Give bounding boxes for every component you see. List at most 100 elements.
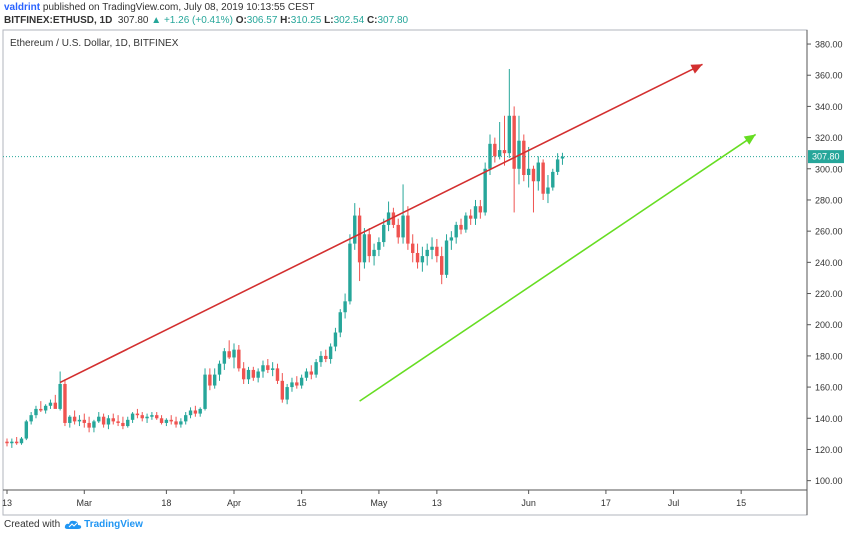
candle-body [101, 416, 106, 425]
candle [121, 416, 125, 430]
candle-body [159, 418, 164, 423]
candle-body [319, 355, 323, 363]
candle [193, 405, 198, 417]
tradingview-logo[interactable]: TradingView [64, 519, 143, 530]
candle [468, 209, 473, 225]
candle [203, 368, 207, 411]
candle-body [130, 413, 135, 420]
last-price-tag [808, 150, 844, 164]
y-tick-label: 280.00 [815, 195, 843, 205]
candle [135, 408, 140, 419]
candle-body [121, 422, 125, 427]
author-link[interactable]: valdrint [4, 2, 41, 13]
candle [324, 349, 328, 363]
candle [507, 68, 512, 158]
candle-body [145, 416, 149, 419]
candle [353, 203, 357, 250]
y-tick-label: 200.00 [815, 320, 843, 330]
candle-body [164, 419, 169, 423]
candle-body [338, 312, 342, 333]
y-tick-label: 300.00 [815, 164, 843, 174]
candle [97, 412, 101, 423]
brand-name: TradingView [84, 519, 143, 530]
candle-body [333, 332, 338, 347]
candle-body [507, 115, 512, 154]
candle-body [48, 402, 53, 406]
candle [338, 309, 342, 338]
candle-body [526, 168, 531, 176]
open-label: O: [235, 15, 247, 26]
candle-body [212, 374, 217, 386]
candles [5, 68, 565, 448]
candle-body [77, 419, 82, 422]
y-tick-label: 100.00 [815, 476, 843, 486]
candle-body [5, 441, 9, 444]
support-trendline[interactable] [359, 133, 757, 402]
candle [188, 407, 193, 419]
candle [68, 415, 72, 428]
candle [425, 243, 429, 266]
candle [92, 419, 96, 433]
candle [541, 159, 545, 200]
candle [251, 366, 256, 381]
candle-body [502, 150, 507, 154]
candle-body [420, 256, 425, 263]
candle-body [246, 369, 251, 380]
candle [10, 438, 14, 448]
x-tick-label: Mar [77, 498, 93, 508]
candle-body [353, 215, 357, 244]
candle [222, 348, 227, 370]
candle-body [266, 365, 270, 370]
candle [343, 293, 347, 319]
x-tick-labels: 13 Mar 18 Apr 15 May 13 Jun 17 Jul 15 [2, 490, 746, 508]
candle [24, 419, 29, 441]
candle [150, 412, 154, 420]
y-tick-label: 360.00 [815, 71, 843, 81]
y-tick-label: 260.00 [815, 227, 843, 237]
candle [155, 412, 159, 420]
candle [87, 416, 91, 433]
candle-body [464, 215, 468, 230]
candle-body [237, 349, 241, 369]
candle-body [304, 371, 309, 378]
candle [116, 415, 120, 427]
resistance-trendline[interactable] [59, 63, 703, 384]
candle [531, 165, 536, 213]
candle-body [449, 237, 454, 241]
candle-body [256, 371, 260, 378]
candle-body [362, 234, 367, 263]
candle-body [188, 410, 193, 416]
candle [386, 201, 391, 232]
candle [396, 218, 400, 244]
y-tick-label: 180.00 [815, 351, 843, 361]
candle [526, 146, 531, 188]
candle-body [444, 240, 449, 275]
candle [290, 377, 294, 392]
candle [58, 371, 62, 411]
candle-body [372, 249, 376, 257]
candle-body [116, 421, 120, 423]
candle-body [184, 415, 188, 422]
candle-body [285, 387, 289, 400]
y-tick-label: 380.00 [815, 40, 843, 50]
y-tick-labels: 100.00 120.00 140.00 160.00 180.00 200.00 220.… [807, 40, 843, 486]
candle [159, 415, 164, 425]
candle [29, 412, 33, 425]
candle-body [97, 416, 101, 422]
candle-body [10, 441, 14, 444]
candle-body [541, 162, 545, 194]
candle-body [63, 383, 67, 423]
candle [560, 152, 565, 165]
candle-body [493, 143, 497, 157]
footer: Created with TradingView [4, 519, 143, 530]
candle [449, 231, 454, 250]
chart-title: Ethereum / U.S. Dollar, 1D, BITFINEX [10, 38, 179, 49]
candle-body [473, 206, 478, 219]
candle-body [58, 383, 62, 409]
candle-body [391, 212, 396, 225]
close-label: C: [366, 15, 378, 26]
candle [126, 416, 130, 428]
last-price-tag-label: 307.80 [812, 152, 840, 162]
candle [256, 368, 260, 383]
